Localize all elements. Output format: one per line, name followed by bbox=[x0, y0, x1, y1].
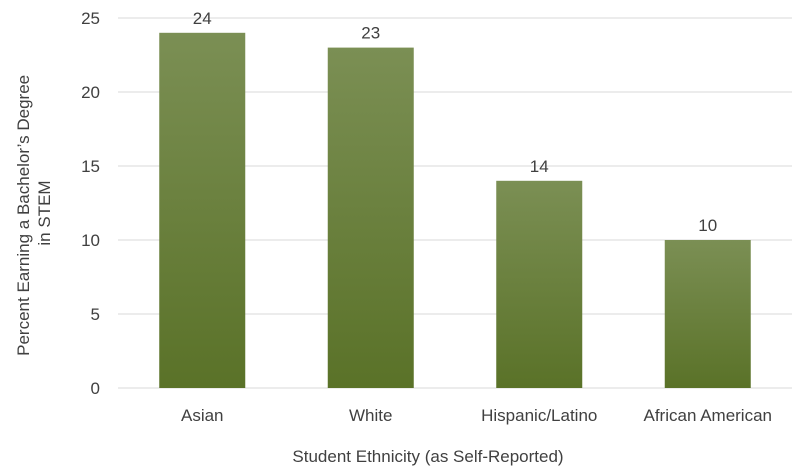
y-tick-label-20: 20 bbox=[81, 83, 100, 102]
bars bbox=[159, 32, 751, 389]
bar-asian bbox=[159, 32, 246, 389]
y-axis-title-line-1: Percent Earning a Bachelor’s Degree bbox=[14, 75, 33, 356]
x-tick-label-african-american: African American bbox=[644, 406, 773, 425]
y-axis-ticks: 0 5 10 15 20 25 bbox=[81, 9, 100, 398]
x-tick-label-white: White bbox=[349, 406, 392, 425]
x-tick-label-hispanic-latino: Hispanic/Latino bbox=[481, 406, 597, 425]
y-tick-label-10: 10 bbox=[81, 231, 100, 250]
data-labels: 24 23 14 10 bbox=[193, 9, 717, 235]
x-axis-title: Student Ethnicity (as Self-Reported) bbox=[292, 447, 563, 466]
bar-white bbox=[327, 47, 414, 388]
x-axis-ticks: Asian White Hispanic/Latino African America… bbox=[181, 406, 772, 425]
data-label-african-american: 10 bbox=[698, 216, 717, 235]
y-axis-title-line-2: in STEM bbox=[35, 180, 54, 245]
y-axis-title: Percent Earning a Bachelor’s Degree in S… bbox=[14, 70, 54, 356]
data-label-hispanic-latino: 14 bbox=[530, 157, 549, 176]
x-tick-label-asian: Asian bbox=[181, 406, 224, 425]
bar-hispanic-latino bbox=[496, 180, 583, 388]
data-label-asian: 24 bbox=[193, 9, 212, 28]
y-tick-label-5: 5 bbox=[91, 305, 100, 324]
y-tick-label-15: 15 bbox=[81, 157, 100, 176]
data-label-white: 23 bbox=[361, 24, 380, 43]
bar-african-american bbox=[664, 240, 751, 388]
y-tick-label-0: 0 bbox=[91, 379, 100, 398]
y-tick-label-25: 25 bbox=[81, 9, 100, 28]
